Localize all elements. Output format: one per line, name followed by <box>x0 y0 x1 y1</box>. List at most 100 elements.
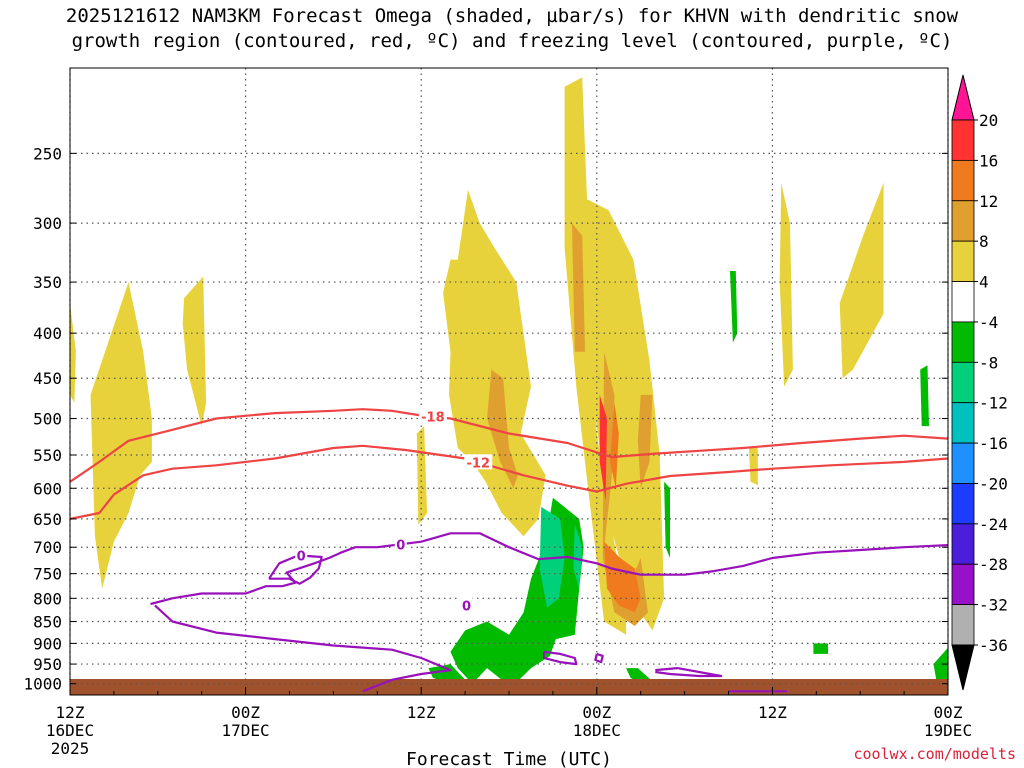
dsgz-label-bg <box>464 454 493 470</box>
freezing-level-contour-0 <box>150 532 948 606</box>
freezing-level-label: 0 <box>297 550 306 565</box>
colorbar-label: -24 <box>979 515 1008 534</box>
colorbar-label: 12 <box>979 192 998 211</box>
y-tick-label-350: 350 <box>33 273 62 292</box>
y-tick-label-700: 700 <box>33 538 62 557</box>
freezing-level-label-bg <box>460 597 473 613</box>
colorbar-swatch <box>951 483 975 525</box>
freezing-level-label-bg <box>295 547 308 563</box>
y-tick-label-800: 800 <box>33 589 62 608</box>
x-tick-label-36: 00Z <box>582 703 611 722</box>
dsgz-label-bg <box>418 408 447 424</box>
chart-title-line2: growth region (contoured, red, ºC) and f… <box>71 30 953 52</box>
x-tick-label-48: 12Z <box>758 703 787 722</box>
watermark: coolwx.com/modelts <box>853 745 1016 763</box>
colorbar-label: 8 <box>979 232 989 251</box>
y-tick-label-1000: 1000 <box>23 675 62 694</box>
omega-region-4 <box>582 196 665 631</box>
colorbar-swatch <box>951 200 975 242</box>
colorbar-swatch <box>951 321 975 363</box>
colorbar-swatch <box>951 361 975 404</box>
x-tick-date-0: 16DEC <box>46 721 94 740</box>
x-tick-date-12: 17DEC <box>222 721 270 740</box>
freezing-level-contour-1 <box>268 554 323 585</box>
y-tick-label-950: 950 <box>33 655 62 674</box>
colorbar-swatch <box>951 563 975 606</box>
y-tick-label-850: 850 <box>33 613 62 632</box>
y-tick-label-900: 900 <box>33 634 62 653</box>
omega-region--4 <box>920 365 929 427</box>
omega-region--4 <box>813 643 828 654</box>
colorbar-swatch <box>951 442 975 484</box>
x-tick-year-0: 2025 <box>51 739 90 758</box>
contour-labels: -18 -12 0 0 0 <box>295 408 493 614</box>
freezing-level-contour-5 <box>655 666 723 678</box>
colorbar-swatch <box>951 119 975 161</box>
colorbar-label: 4 <box>979 273 989 292</box>
omega-region--4 <box>428 664 466 684</box>
x-tick-label-0: 12Z <box>56 703 85 722</box>
dsgz-contour-0 <box>70 408 948 483</box>
colorbar-swatch <box>951 523 975 565</box>
colorbar-label: -8 <box>979 353 998 372</box>
freezing-level-contour-3 <box>542 650 578 666</box>
x-tick-label-24: 12Z <box>407 703 436 722</box>
x-tick-date-60: 19DEC <box>924 721 972 740</box>
freezing-level-contour-4 <box>594 652 604 664</box>
x-axis-title: Forecast Time (UTC) <box>406 749 612 768</box>
omega-region--4 <box>664 481 670 558</box>
y-tick-label-400: 400 <box>33 324 62 343</box>
dsgz-label: -18 <box>421 411 445 426</box>
colorbar-swatch <box>951 281 975 323</box>
y-tick-label-500: 500 <box>33 410 62 429</box>
x-tick-label-12: 00Z <box>231 703 260 722</box>
freezing-level-contour-2 <box>154 604 452 693</box>
colorbar-label: -16 <box>979 434 1008 453</box>
colorbar: 20 16 12 8 4 -4 -8 -12 -16 -20 -24 -28 -32 -36 <box>951 74 1008 691</box>
colorbar-label: 20 <box>979 111 998 130</box>
colorbar-label: -32 <box>979 596 1008 615</box>
omega-region-4 <box>416 426 428 525</box>
x-tick-date-36: 18DEC <box>573 721 621 740</box>
y-tick-label-300: 300 <box>33 214 62 233</box>
colorbar-swatch <box>951 402 975 444</box>
colorbar-label: -4 <box>979 313 998 332</box>
omega-region-4 <box>749 448 758 486</box>
x-tick-label-60: 00Z <box>934 703 963 722</box>
y-tick-label-600: 600 <box>33 479 62 498</box>
freezing-level-label: 0 <box>396 538 405 553</box>
colorbar-label: -28 <box>979 555 1008 574</box>
colorbar-bottom-arrow <box>951 644 975 691</box>
chart-title-line1: 2025121612 NAM3KM Forecast Omega (shaded… <box>65 5 959 27</box>
omega-region-4 <box>779 182 793 387</box>
colorbar-swatch <box>951 240 975 282</box>
freezing-level-label-bg <box>394 536 407 552</box>
omega-region--4 <box>730 271 738 343</box>
omega-region-12 <box>604 541 641 613</box>
omega-region-4 <box>182 276 207 427</box>
omega-region-4 <box>90 282 152 589</box>
y-tick-label-250: 250 <box>33 144 62 163</box>
colorbar-label: -36 <box>979 636 1008 655</box>
colorbar-top-arrow <box>951 74 975 121</box>
omega-region--8 <box>573 524 583 589</box>
omega-region-8 <box>571 223 586 352</box>
omega-shading <box>70 77 948 694</box>
dsgz-label: -12 <box>467 456 491 471</box>
colorbar-label: -20 <box>979 474 1008 493</box>
omega-region-8 <box>487 369 518 489</box>
colorbar-label: -12 <box>979 394 1008 413</box>
colorbar-swatch <box>951 604 975 646</box>
omega-region-12 <box>610 402 619 489</box>
omega-region--4 <box>933 647 948 684</box>
grid-lines <box>69 68 949 695</box>
freezing-level-label: 0 <box>462 599 471 614</box>
y-tick-label-650: 650 <box>33 510 62 529</box>
omega-region-4 <box>443 189 546 537</box>
colorbar-swatch <box>951 159 975 202</box>
omega-region-4 <box>839 182 884 379</box>
chart-title: 2025121612 NAM3KM Forecast Omega (shaded… <box>0 4 1024 54</box>
y-axis: 250 300 350 400 450 500 550 600 650 700 750 800 850 9… <box>23 144 948 694</box>
